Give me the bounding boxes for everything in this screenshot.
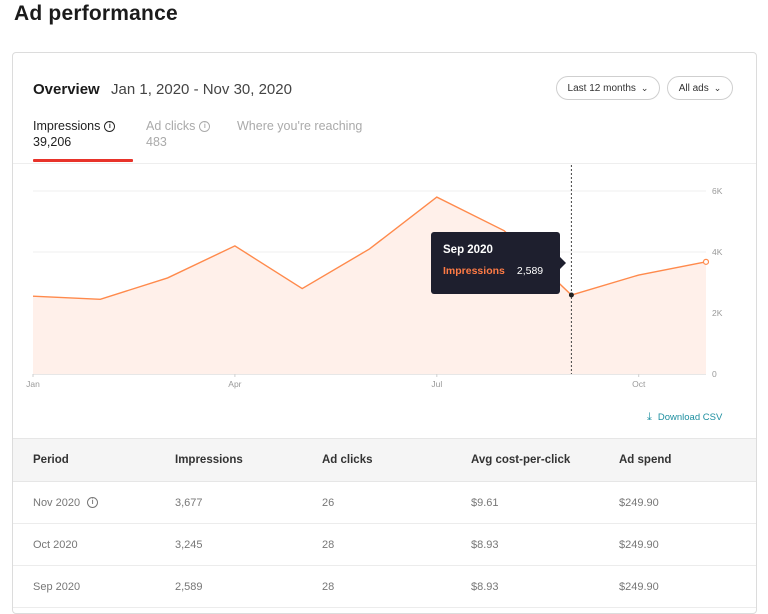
header-ad-clicks[interactable]: Ad clicks [322,439,373,481]
x-tick-label: Oct [632,379,646,389]
tab-ad-clicks[interactable]: Ad clicks i 483 [146,119,210,149]
chevron-down-icon: ⌄ [641,83,649,94]
table-row: Oct 2020 3,245 28 $8.93 $249.90 [13,524,756,566]
download-csv-link[interactable]: ⤓ Download CSV [647,411,722,424]
data-point [704,259,709,264]
cell-avg-cpc: $8.93 [471,566,499,607]
page-title: Ad performance [14,2,178,26]
cell-ad-spend: $249.90 [619,566,659,607]
cell-period: Oct 2020 [33,524,78,565]
impressions-chart[interactable]: 0 2K 4K 6K Jan Apr Jul Oct [13,163,756,408]
download-icon: ⤓ [647,411,652,424]
tooltip-value: 2,589 [517,265,543,277]
range-dropdown-label: Last 12 months [568,83,636,94]
range-dropdown[interactable]: Last 12 months ⌄ [556,76,660,100]
ads-dropdown[interactable]: All ads ⌄ [667,76,733,100]
cell-period: Sep 2020 [33,566,80,607]
tab-where-reaching-label: Where you're reaching [237,119,362,133]
y-tick-label: 4K [712,247,723,257]
cell-ad-spend: $249.90 [619,524,659,565]
data-point-hover [569,293,574,298]
x-tick-label: Jan [26,379,40,389]
table-row: Nov 2020 i 3,677 26 $9.61 $249.90 [13,482,756,524]
ads-dropdown-label: All ads [679,83,709,94]
tab-impressions-value: 39,206 [33,135,115,149]
cell-impressions: 2,589 [175,566,203,607]
y-tick-label: 0 [712,369,717,379]
active-tab-indicator [33,159,133,162]
cell-impressions: 3,245 [175,524,203,565]
y-tick-label: 6K [712,186,723,196]
table-row: Sep 2020 2,589 28 $8.93 $249.90 [13,566,756,608]
tooltip-metric: Impressions [443,265,505,277]
header-impressions[interactable]: Impressions [175,439,243,481]
cell-avg-cpc: $9.61 [471,482,499,523]
tooltip-period: Sep 2020 [443,244,548,256]
chevron-down-icon: ⌄ [714,83,722,94]
overview-label: Overview [33,81,100,98]
cell-ad-clicks: 28 [322,524,334,565]
performance-table: Period Impressions Ad clicks Avg cost-pe… [13,438,756,608]
cell-period-text: Nov 2020 [33,497,80,509]
y-tick-label: 2K [712,308,723,318]
table-header: Period Impressions Ad clicks Avg cost-pe… [13,438,756,482]
header-period[interactable]: Period [33,439,69,481]
download-csv-label: Download CSV [658,412,722,423]
chart-tooltip: Sep 2020 Impressions 2,589 [431,232,560,294]
info-icon[interactable]: i [104,121,115,132]
cell-avg-cpc: $8.93 [471,524,499,565]
tab-ad-clicks-value: 483 [146,135,210,149]
cell-ad-clicks: 26 [322,482,334,523]
tab-where-reaching[interactable]: Where you're reaching [237,119,362,133]
header-ad-spend[interactable]: Ad spend [619,439,671,481]
tab-impressions-label: Impressions [33,119,100,133]
x-tick-label: Jul [431,379,442,389]
tab-ad-clicks-label: Ad clicks [146,119,195,133]
cell-ad-spend: $249.90 [619,482,659,523]
header-avg-cpc[interactable]: Avg cost-per-click [471,439,570,481]
cell-impressions: 3,677 [175,482,203,523]
info-icon[interactable]: i [87,497,98,508]
overview-card: Overview Jan 1, 2020 - Nov 30, 2020 Last… [12,52,757,614]
date-range: Jan 1, 2020 - Nov 30, 2020 [111,81,292,98]
cell-period: Nov 2020 i [33,482,98,523]
cell-ad-clicks: 28 [322,566,334,607]
x-tick-label: Apr [228,379,241,389]
info-icon[interactable]: i [199,121,210,132]
tab-impressions[interactable]: Impressions i 39,206 [33,119,115,149]
